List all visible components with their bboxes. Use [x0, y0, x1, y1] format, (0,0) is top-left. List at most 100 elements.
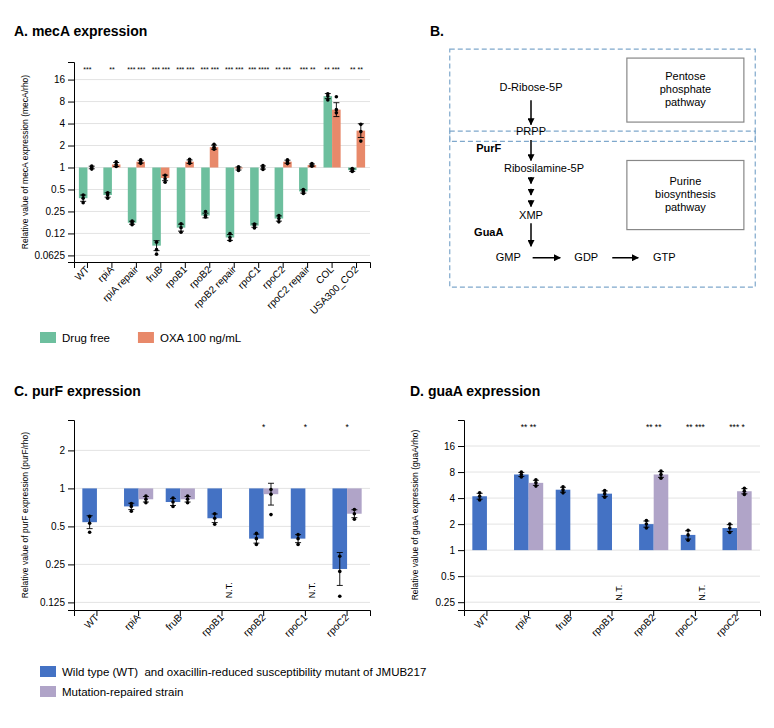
diagram-label: D-Ribose-5P: [500, 80, 563, 92]
bar: [332, 488, 347, 569]
error-bar: [154, 241, 160, 251]
data-point: [213, 516, 217, 520]
data-point: [603, 495, 607, 499]
y-tick-label: 4: [449, 493, 455, 504]
series: [472, 470, 737, 550]
grid-line: [74, 233, 370, 234]
bar: [161, 167, 170, 177]
legend-swatch: [138, 332, 154, 343]
data-point: [534, 484, 538, 488]
data-point: [686, 528, 690, 532]
y-tick-mark: [458, 524, 464, 525]
x-tick: rpoC1: [282, 610, 309, 639]
data-point: [171, 500, 175, 504]
significance-label: ** **: [521, 422, 537, 432]
legend-label: Drug free: [62, 332, 110, 344]
data-point: [255, 537, 259, 541]
y-axis-line: [458, 421, 465, 611]
data-point: [338, 594, 342, 598]
y-tick-label: 8: [449, 467, 455, 478]
bar: [103, 167, 112, 195]
data-point: [88, 515, 92, 519]
y-tick: 0.5: [51, 184, 74, 195]
x-tick-mark: [695, 610, 696, 616]
y-tick: 0.25: [436, 597, 464, 608]
grid: [464, 446, 760, 602]
bar: [324, 96, 333, 167]
y-tick: 4: [59, 118, 74, 129]
x-tick-label: fruB: [163, 612, 184, 633]
data-point: [228, 236, 232, 240]
data-point: [204, 214, 208, 218]
data-point: [179, 222, 183, 226]
data-point: [359, 139, 363, 143]
significance-label: *: [345, 422, 349, 432]
series: [89, 95, 365, 184]
y-tick-label: 0.25: [436, 597, 456, 608]
y-tick-label: 0.5: [441, 571, 455, 582]
data-point: [213, 522, 217, 526]
data-point: [228, 232, 232, 236]
y-tick: 0.0625: [34, 250, 74, 261]
y-axis-title: Relative value of purF expression (purF/…: [20, 432, 30, 598]
x-tick-mark: [160, 262, 161, 268]
data-point: [81, 196, 85, 200]
significance-label: *** ***: [225, 66, 244, 73]
data-point: [163, 180, 167, 184]
y-tick-mark: [68, 564, 74, 565]
x-tick-mark: [737, 610, 738, 616]
panel: A. mecA expression0.06250.120.250.512481…: [14, 23, 371, 316]
diagram-label: GDP: [574, 251, 598, 263]
data-point: [90, 164, 94, 168]
x-tick: rpoB2: [631, 610, 658, 638]
bar: [332, 110, 341, 168]
grid-line: [464, 472, 760, 473]
arrow: [530, 177, 532, 183]
grid-line: [74, 79, 370, 80]
y-tick-label: 16: [54, 74, 66, 85]
error-bar: [202, 213, 208, 218]
data-point: [302, 188, 306, 192]
grid: [74, 450, 370, 602]
bar: [556, 490, 571, 550]
arrow: [530, 223, 532, 246]
x-axis: WTrpiAfruBrpoB1rpoB2rpoC1rpoC2: [465, 610, 761, 639]
y-axis-line: [68, 63, 75, 263]
data-point: [338, 554, 342, 558]
panel: D. guaA expression0.250.5124816WTrpiAfru…: [410, 383, 761, 639]
x-tick: rpiA: [122, 610, 143, 632]
y-tick: 2: [449, 519, 464, 530]
bar: [207, 488, 222, 518]
x-tick: rpoC2 repair: [264, 262, 312, 311]
data-point: [645, 522, 649, 526]
data-point: [561, 491, 565, 495]
bar: [226, 167, 235, 237]
error-bar: [333, 103, 339, 117]
data-point: [130, 502, 134, 506]
x-tick-mark: [258, 262, 259, 268]
y-tick: 1: [59, 162, 74, 173]
plot-area: [79, 92, 365, 256]
x-tick-label: rpiA repair: [100, 263, 140, 303]
significance-label: ** ***: [324, 66, 340, 73]
x-tick: fruB: [553, 610, 574, 633]
series: [139, 483, 362, 521]
y-tick-label: 0.0625: [34, 250, 65, 261]
data-point: [155, 240, 159, 244]
x-tick: rpiA: [512, 610, 533, 632]
legend-swatch: [40, 686, 56, 697]
annotations: ******** ****** ****** ****** ****** ***…: [83, 66, 363, 73]
y-tick-label: 8: [59, 96, 65, 107]
significance-label: ** **: [350, 66, 363, 73]
y-tick: 0.5: [441, 571, 464, 582]
data-point: [335, 95, 339, 99]
x-tick-label: rpoB2: [631, 611, 658, 638]
y-tick-mark: [68, 80, 74, 81]
data-point: [130, 219, 134, 223]
error-bar: [253, 534, 259, 543]
diagram-label: PRPP: [516, 125, 546, 137]
significance-label: *** ***: [201, 66, 220, 73]
diagram: B.PentosephosphatepathwayPurinebiosynthe…: [430, 23, 755, 287]
data-point: [171, 496, 175, 500]
diagram-label: XMP: [519, 208, 543, 220]
